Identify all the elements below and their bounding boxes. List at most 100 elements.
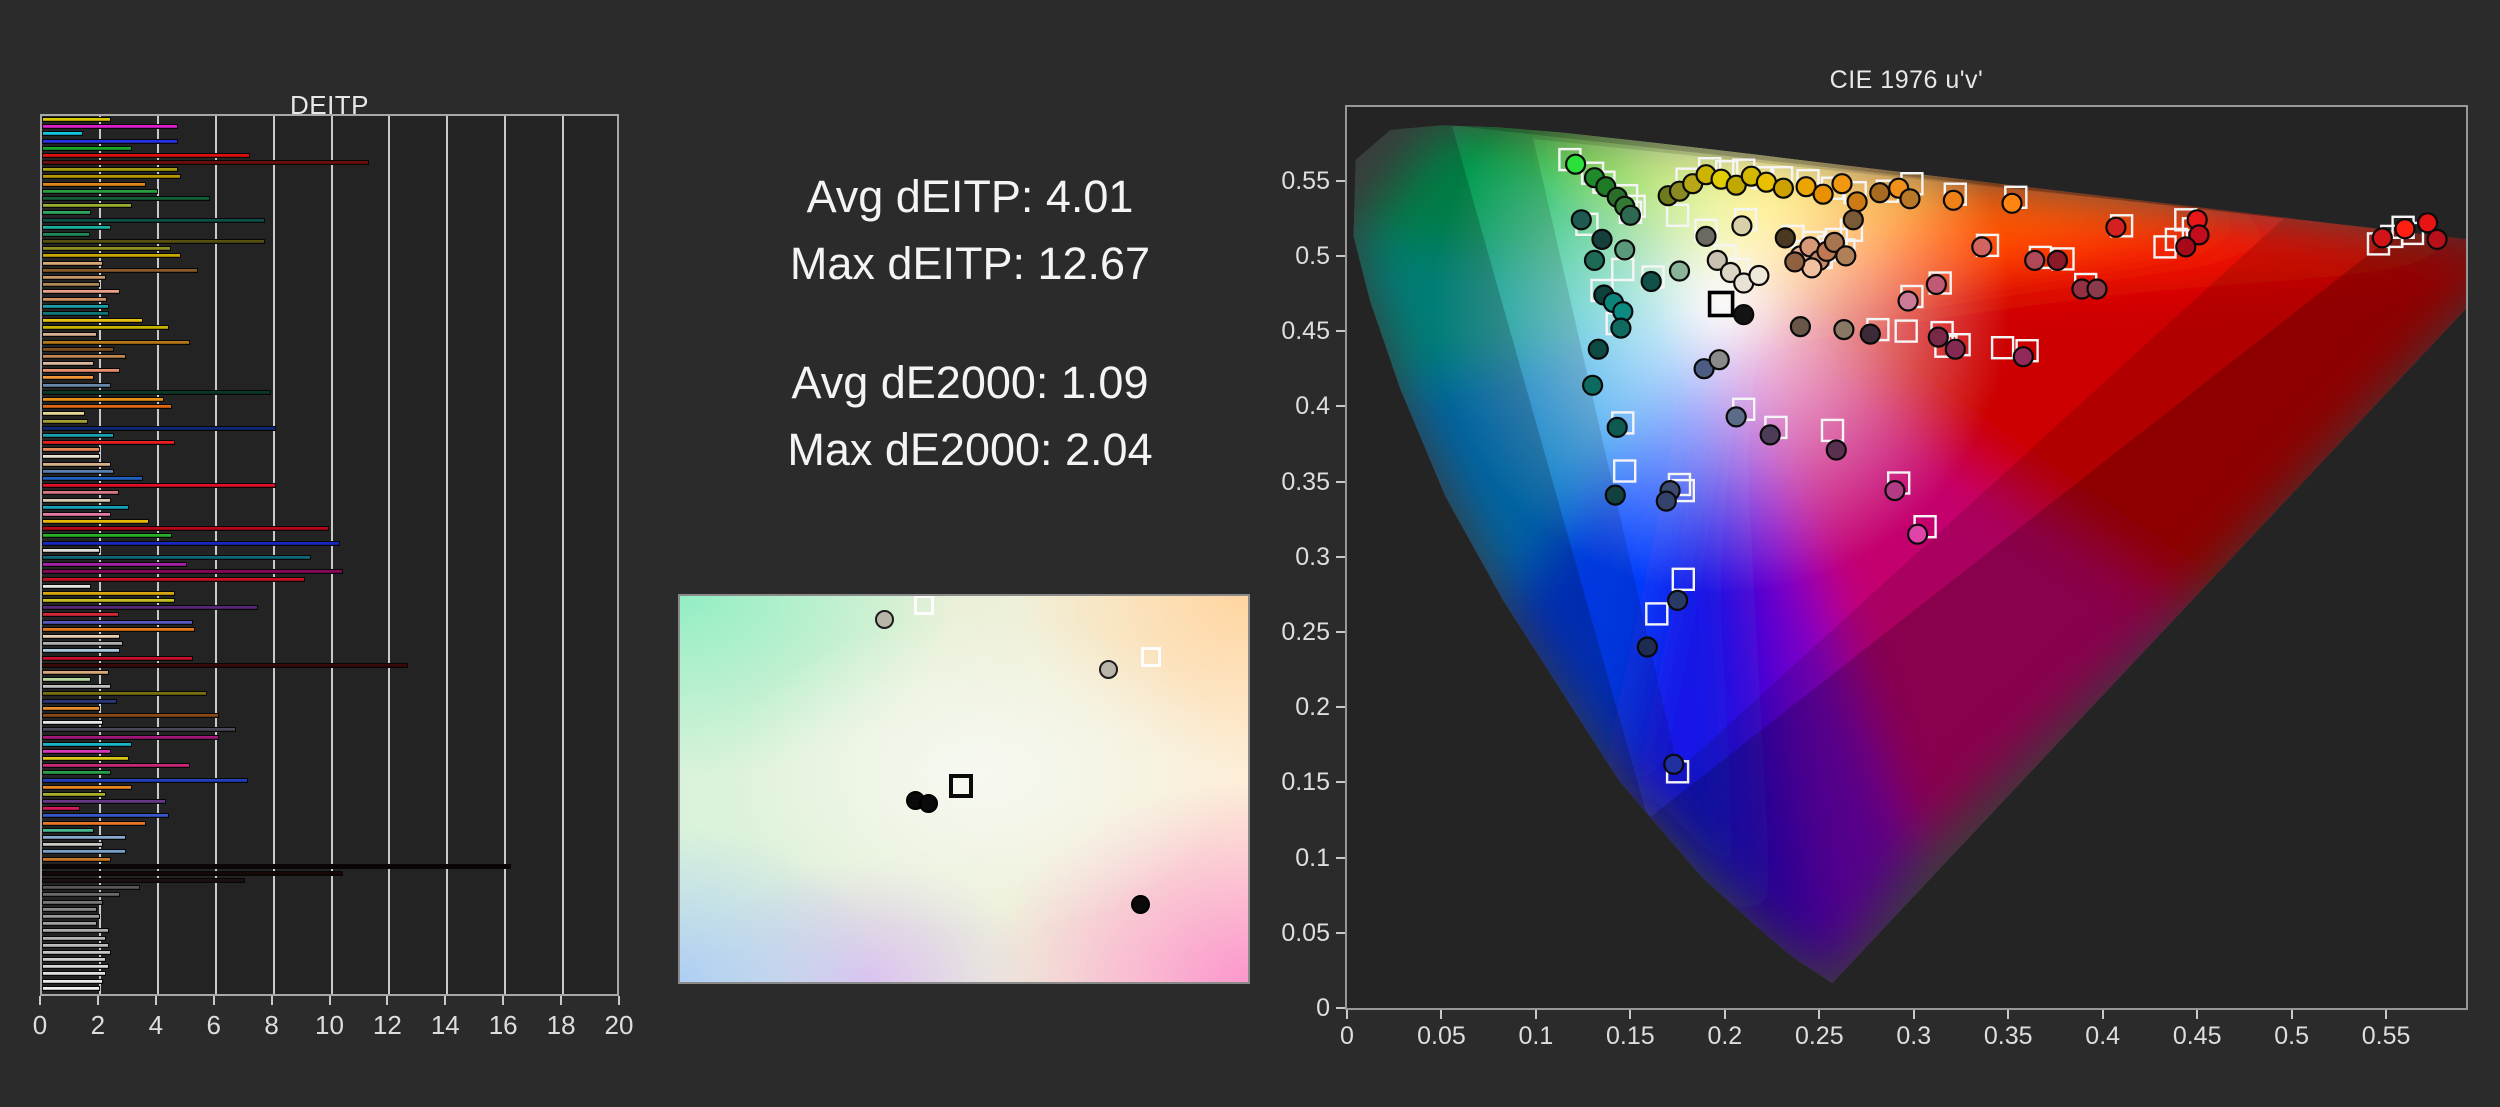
deitp-axis-tick-label: 2 — [90, 1010, 106, 1040]
spectral-locus-fill — [1353, 125, 2466, 984]
cie-y-tick — [1336, 179, 1345, 182]
deitp-gridline — [504, 116, 507, 994]
cie-x-tick — [2385, 1010, 2388, 1019]
measurement-circle — [1725, 174, 1747, 196]
cie-y-tick-label: 0.5 — [1295, 241, 1330, 270]
measurement-circle — [1906, 523, 1929, 545]
deitp-axis-tick — [39, 996, 41, 1005]
cie-x-tick — [1723, 1010, 1726, 1019]
max-deitp-value: Max dEITP: 12.67 — [789, 238, 1151, 289]
deitp-bar — [42, 124, 179, 130]
measurement-circle — [2175, 236, 2197, 258]
deitp-bar — [42, 720, 103, 726]
stats-spacer — [690, 297, 1250, 349]
deitp-bar — [42, 626, 196, 632]
cie-y-tick-label: 0 — [1316, 994, 1330, 1022]
deitp-bar — [42, 878, 245, 884]
deitp-gridline — [388, 116, 391, 994]
measurement-circle — [1971, 236, 1993, 258]
deitp-bar — [42, 978, 103, 984]
cie-x-tick — [1534, 1010, 1537, 1019]
cie-y-tick — [1336, 1007, 1345, 1009]
deitp-bar — [42, 633, 121, 639]
deitp-bar — [42, 195, 210, 201]
deitp-bar — [42, 454, 100, 460]
deitp-bar — [42, 569, 344, 575]
deitp-bar — [42, 756, 129, 762]
deitp-bar — [42, 784, 132, 790]
cie-y-tick — [1336, 856, 1345, 859]
deitp-bar — [42, 533, 173, 539]
measurement-circle — [1668, 260, 1691, 282]
cie-y-tick-label: 0.05 — [1281, 918, 1330, 947]
deitp-bar — [42, 698, 118, 704]
cie-x-tick-label: 0.25 — [1794, 1022, 1844, 1050]
measurement-circle — [1695, 225, 1717, 247]
deitp-bar — [42, 432, 115, 438]
deitp-bar — [42, 734, 219, 740]
deitp-bar — [42, 727, 236, 733]
measurement-circle — [1640, 270, 1662, 293]
measurement-circle — [1725, 406, 1747, 428]
deitp-bar — [42, 239, 265, 245]
deitp-axis-tick — [444, 996, 447, 1005]
deitp-axis-tick-label: 12 — [372, 1010, 402, 1040]
deitp-bar — [42, 655, 193, 661]
cie-plot-area — [1345, 105, 2468, 1010]
cie-y-tick-label: 0.1 — [1295, 843, 1330, 872]
cie-x-tick — [1818, 1010, 1821, 1019]
deitp-bar — [42, 985, 100, 991]
deitp-axis-tick-label: 0 — [32, 1010, 48, 1040]
deitp-bar — [42, 899, 103, 905]
cie-y-tick-label: 0.15 — [1281, 768, 1330, 797]
deitp-bar — [42, 928, 109, 934]
deitp-bar — [42, 511, 112, 517]
deitp-bar — [42, 224, 112, 230]
cie-x-tick-label: 0.05 — [1417, 1022, 1466, 1050]
target-square — [1613, 459, 1637, 483]
cie-y-tick — [1336, 405, 1345, 408]
deitp-bar — [42, 777, 248, 783]
deitp-bar — [42, 145, 132, 151]
deitp-bar — [42, 835, 126, 841]
measurement-circle — [2012, 346, 2034, 368]
deitp-bar — [42, 217, 265, 223]
cie-x-tick-label: 0 — [1340, 1022, 1354, 1050]
deitp-bar — [42, 504, 129, 510]
measurement-circle — [1604, 484, 1626, 506]
deitp-bar — [42, 957, 106, 963]
measurement-circle — [1859, 323, 1881, 345]
deitp-bar — [42, 418, 89, 424]
deitp-bar — [42, 346, 115, 352]
deitp-bar — [42, 526, 329, 532]
cie-y-tick — [1336, 706, 1345, 709]
outside-bt2020-dim — [1353, 125, 2466, 984]
measurement-circle — [1884, 480, 1906, 502]
measurement-circle — [1869, 182, 1891, 204]
deitp-bar — [42, 497, 112, 503]
whitepoint-target-square — [949, 774, 974, 799]
deitp-bar — [42, 483, 277, 489]
deitp-bar — [42, 856, 112, 862]
deitp-bar — [42, 332, 97, 338]
deitp-bar — [42, 188, 158, 194]
deitp-axis-tick-label: 6 — [206, 1010, 221, 1040]
deitp-bar — [42, 820, 147, 826]
deitp-bar — [42, 677, 92, 683]
deitp-axis-tick — [618, 996, 620, 1005]
target-square — [1671, 567, 1695, 591]
deitp-bar — [42, 447, 100, 453]
deitp-bar — [42, 813, 170, 819]
measurement-circle — [1733, 304, 1755, 326]
measurement-circle — [1663, 753, 1685, 775]
deitp-bar — [42, 253, 181, 259]
deitp-axis-tick — [328, 996, 331, 1005]
measurement-circle — [1831, 173, 1853, 195]
cie-y-tick — [1336, 781, 1345, 784]
deitp-bar — [42, 231, 90, 237]
measurement-circle — [1772, 177, 1794, 199]
cie-x-tick — [2196, 1010, 2199, 1019]
cie-x-tick — [2101, 1010, 2104, 1019]
measurement-circle — [1706, 249, 1728, 271]
